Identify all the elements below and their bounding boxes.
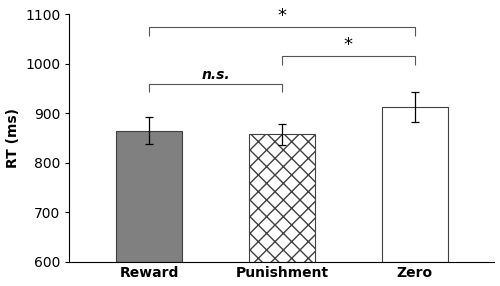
Text: *: * [278,7,286,25]
Bar [382,107,448,262]
Bar [116,130,182,262]
Text: n.s.: n.s. [201,67,230,82]
Bar [248,134,315,262]
Y-axis label: RT (ms): RT (ms) [6,108,20,168]
Text: *: * [344,36,353,54]
